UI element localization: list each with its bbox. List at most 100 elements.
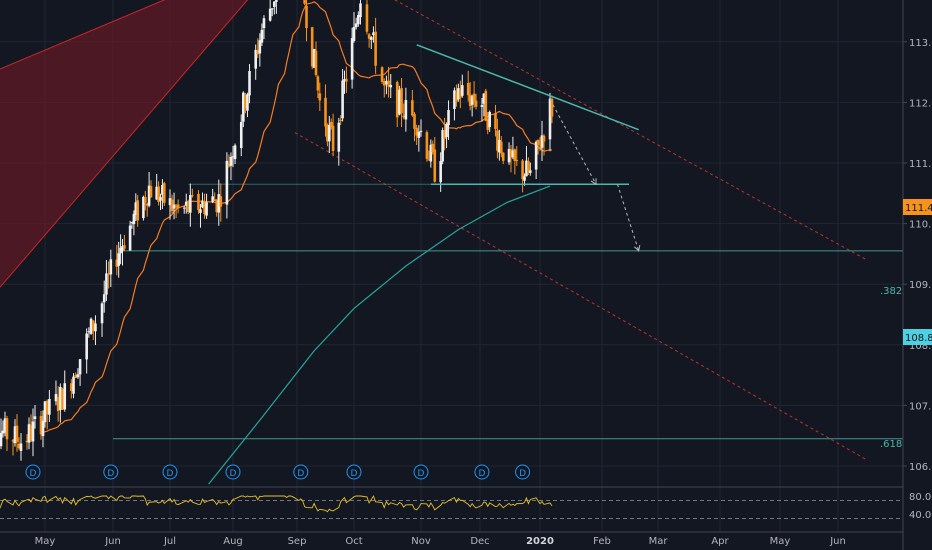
candle-body-103 <box>275 0 278 2</box>
candle-body-131 <box>352 27 356 41</box>
candle-body-25 <box>54 394 58 402</box>
candle-body-122 <box>328 124 331 142</box>
dividend-marker-0 <box>25 464 41 480</box>
candle-body-201 <box>550 98 554 117</box>
candle-body-195 <box>534 141 538 170</box>
candle-body-27 <box>59 386 62 411</box>
candle-body-196 <box>536 139 540 146</box>
candle-body-43 <box>107 273 110 275</box>
price-axis[interactable]: 115.00114.00113.00112.00111.00110.00109.… <box>903 0 932 521</box>
candle-body-140 <box>380 67 384 82</box>
candle-body-116 <box>312 49 316 68</box>
candle-body-93 <box>246 94 249 111</box>
ma-short-line <box>42 1 553 434</box>
candle-body-167 <box>457 88 460 100</box>
candle-body-19 <box>33 416 37 419</box>
candle-body-173 <box>472 93 476 102</box>
candle-body-74 <box>191 195 194 197</box>
candle-body-18 <box>31 421 35 442</box>
candle-body-129 <box>345 78 348 82</box>
dividend-marker-1 <box>103 464 119 480</box>
candle-body-50 <box>128 225 132 251</box>
candle-body-35 <box>85 333 88 360</box>
dividend-marker-4 <box>293 464 309 480</box>
candle-body-88 <box>231 156 235 158</box>
candle-body-169 <box>461 85 464 96</box>
dividend-marker-3 <box>225 464 241 480</box>
candle-body-101 <box>270 8 274 10</box>
candle-body-130 <box>350 38 354 80</box>
candle-body-59 <box>149 186 153 198</box>
price-tick-label-7: 108.00 <box>909 341 932 352</box>
marker-price-label: 108.80 <box>903 329 932 345</box>
projection-arrow-head-1 <box>634 244 641 252</box>
candle-body-40 <box>100 303 104 324</box>
candle-body-38 <box>91 320 95 331</box>
descending-channel <box>294 0 868 461</box>
candle-body-182 <box>498 140 501 153</box>
candle-body-148 <box>402 115 406 118</box>
candle-body-160 <box>439 161 442 183</box>
candle-body-171 <box>468 94 472 106</box>
fib-618-label: .618 <box>880 439 902 450</box>
candle-body-192 <box>525 160 528 177</box>
candle-body-151 <box>413 114 416 129</box>
candle-body-99 <box>262 18 266 29</box>
candle-body-42 <box>105 273 108 295</box>
candle-body-187 <box>511 150 515 158</box>
candle-body-26 <box>56 396 60 412</box>
time-label-5: Oct <box>345 536 362 547</box>
candle-body-157 <box>429 144 433 162</box>
candle-body-64 <box>163 183 166 203</box>
dividend-marker-7 <box>474 464 490 480</box>
candle-body-158 <box>431 143 435 153</box>
candle-body-146 <box>398 89 401 115</box>
candle-body-170 <box>466 82 470 96</box>
candle-body-32 <box>74 374 78 379</box>
candle-body-76 <box>199 209 202 213</box>
candle-body-15 <box>25 440 29 443</box>
candle-body-10 <box>11 440 15 442</box>
candle-body-69 <box>176 204 180 209</box>
candle-body-118 <box>316 76 320 91</box>
last-price-text: 111.42 <box>905 203 932 214</box>
wedge-upper-edge <box>0 0 166 70</box>
candle-body-68 <box>174 205 178 208</box>
candle-body-165 <box>453 90 456 109</box>
price-tick-label-2: 113.00 <box>909 38 932 49</box>
candle-body-188 <box>513 149 517 162</box>
candle-body-94 <box>248 70 251 96</box>
price-tick-label-9: 106.00 <box>909 462 932 473</box>
candle-body-86 <box>227 163 231 167</box>
candle-body-33 <box>76 374 80 378</box>
candle-body-138 <box>372 32 375 36</box>
candle-body-150 <box>411 100 414 116</box>
candle-body-8 <box>3 418 7 433</box>
candle-body-82 <box>215 200 219 213</box>
candle-body-166 <box>455 93 458 102</box>
candle-body-71 <box>184 201 188 206</box>
dividend-marker-label-7: D <box>478 469 485 479</box>
candle-body-46 <box>117 253 120 266</box>
candle-body-13 <box>17 444 21 449</box>
time-label-7: Dec <box>470 536 489 547</box>
candle-body-72 <box>186 201 190 212</box>
candle-body-174 <box>474 100 478 107</box>
candle-body-53 <box>134 202 138 216</box>
projection-arrows <box>549 99 641 252</box>
candle-body-75 <box>197 193 200 211</box>
time-axis[interactable]: May Jun Jul Aug Sep Oct Nov Dec 2020 Feb Mar Apr May… <box>35 536 846 547</box>
candle-body-178 <box>486 119 490 130</box>
candle-body-73 <box>189 195 192 213</box>
candle-body-128 <box>343 79 346 82</box>
price-tick-label-3: 112.00 <box>909 98 932 109</box>
candle-body-163 <box>445 123 448 138</box>
candle-body-186 <box>509 149 513 158</box>
candlesticks <box>0 0 554 461</box>
price-tick-label-8: 107.00 <box>909 401 932 412</box>
rsi-pane <box>0 495 903 519</box>
candle-body-16 <box>27 424 31 443</box>
candle-body-92 <box>244 95 247 109</box>
candle-body-90 <box>239 121 243 149</box>
